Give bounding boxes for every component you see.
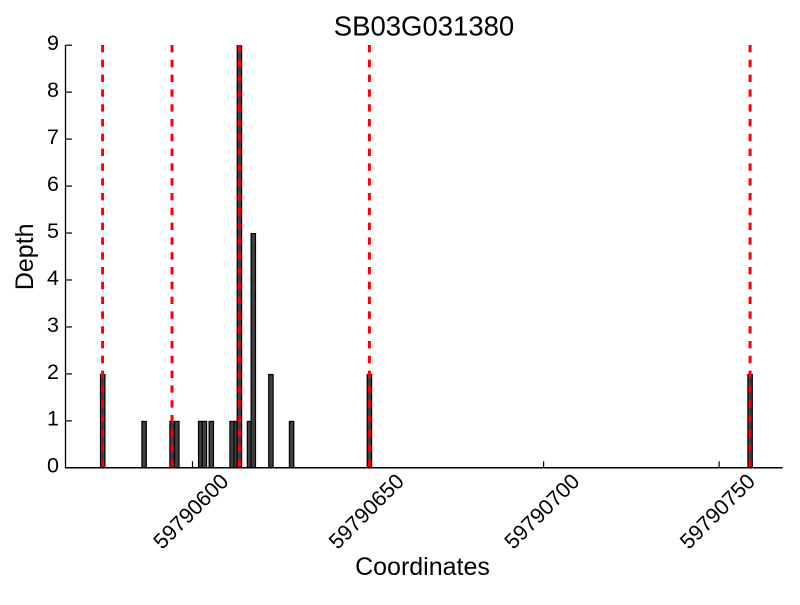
svg-text:1: 1 [47, 407, 59, 431]
svg-text:0: 0 [47, 454, 59, 478]
svg-text:9: 9 [47, 31, 59, 55]
svg-text:2: 2 [47, 360, 59, 384]
svg-text:6: 6 [47, 172, 59, 196]
svg-text:3: 3 [47, 313, 59, 337]
svg-text:7: 7 [47, 125, 59, 149]
svg-text:5: 5 [47, 219, 59, 243]
svg-text:Coordinates: Coordinates [355, 553, 490, 581]
svg-text:Depth: Depth [11, 223, 39, 290]
svg-text:SB03G031380: SB03G031380 [334, 11, 514, 42]
svg-text:8: 8 [47, 78, 59, 102]
svg-text:4: 4 [47, 266, 59, 290]
